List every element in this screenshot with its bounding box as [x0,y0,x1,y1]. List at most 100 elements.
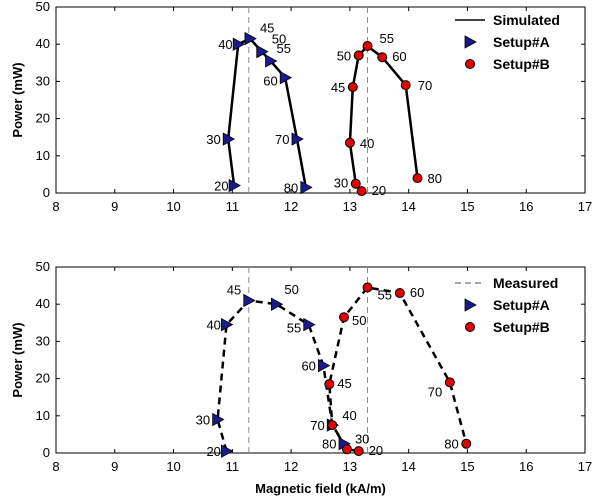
y-tick-label: 20 [36,371,50,386]
data-point [377,52,388,63]
data-label: 60 [263,74,277,89]
data-label: 55 [378,287,392,302]
legend-label: Setup#A [493,34,550,50]
data-point [243,293,256,308]
data-point [412,173,423,184]
legend-label: Setup#B [493,56,550,72]
data-point [400,80,411,91]
data-point [228,178,241,193]
data-label: 20 [214,179,228,194]
y-tick-label: 40 [36,36,50,51]
legend-label: Setup#B [493,319,550,335]
y-axis-label: Power (mW) [10,322,25,397]
x-tick-label: 10 [166,199,180,214]
x-tick-label: 8 [52,199,59,214]
series-line-setup-b [328,286,468,453]
data-label: 45 [227,282,241,297]
data-point [339,312,350,323]
data-point [244,31,257,46]
data-point [303,317,316,332]
data-label: 30 [355,431,369,446]
axes-box [55,6,586,194]
data-point [362,282,373,293]
y-axis-label: Power (mW) [10,62,25,137]
x-tick-label: 12 [284,459,298,474]
data-label: 80 [322,437,336,452]
data-label: 30 [206,132,220,147]
data-label: 60 [301,359,315,374]
data-label: 55 [277,41,291,56]
x-axis-label: Magnetic field (kA/m) [255,481,386,496]
legend-label: Simulated [493,12,560,28]
y-tick-label: 30 [36,333,50,348]
y-tick-label: 40 [36,296,50,311]
data-point [265,54,278,68]
data-point [279,71,293,85]
data-point [232,37,246,51]
data-point [461,438,472,449]
axes-box [55,266,586,454]
x-tick-label: 15 [460,199,474,214]
legend-marker [465,59,475,69]
legend-label: Setup#A [493,297,550,313]
x-tick-label: 10 [166,459,180,474]
data-label: 50 [284,282,298,297]
data-label: 20 [206,444,220,459]
x-tick-label: 16 [519,199,533,214]
data-label: 60 [392,49,406,64]
data-point [222,132,236,146]
x-tick-label: 17 [578,459,592,474]
data-label: 40 [206,318,220,333]
data-label: 55 [287,321,301,336]
legend-marker [465,322,475,332]
data-point [444,377,455,388]
data-label: 40 [218,37,232,52]
y-tick-label: 30 [36,73,50,88]
data-label: 60 [410,285,424,300]
data-point [341,444,352,455]
data-point [221,444,234,458]
x-tick-label: 14 [401,459,415,474]
data-label: 30 [334,176,348,191]
data-label: 50 [337,48,351,63]
data-label: 70 [418,78,432,93]
data-label: 45 [260,21,274,36]
x-tick-label: 12 [284,199,298,214]
data-label: 45 [337,376,351,391]
data-point [212,412,225,427]
data-label: 50 [272,32,286,47]
y-tick-label: 20 [36,111,50,126]
x-tick-label: 14 [401,199,415,214]
legend-marker [464,35,477,49]
y-tick-label: 10 [36,408,50,423]
data-point [356,186,367,197]
x-tick-label: 15 [460,459,474,474]
data-label: 70 [310,418,324,433]
data-label: 40 [360,136,374,151]
x-tick-label: 9 [111,459,118,474]
y-tick-label: 0 [43,445,50,460]
series-line-setup-b [348,44,419,192]
x-tick-label: 13 [343,459,357,474]
data-label: 50 [352,313,366,328]
data-label: 80 [427,171,441,186]
data-point [271,297,284,311]
data-point [353,50,364,61]
x-tick-label: 11 [226,459,240,474]
data-point [324,379,335,390]
data-label: 30 [196,413,210,428]
data-label: 55 [380,31,394,46]
data-point [318,358,331,373]
data-point [353,446,364,457]
data-point [344,137,355,148]
data-point [394,288,405,299]
data-point [327,420,338,431]
series-line-setup-a [216,299,346,452]
data-point [291,132,304,146]
data-point [221,317,234,332]
x-tick-label: 8 [52,459,59,474]
data-label: 20 [372,183,386,198]
y-tick-label: 10 [36,148,50,163]
